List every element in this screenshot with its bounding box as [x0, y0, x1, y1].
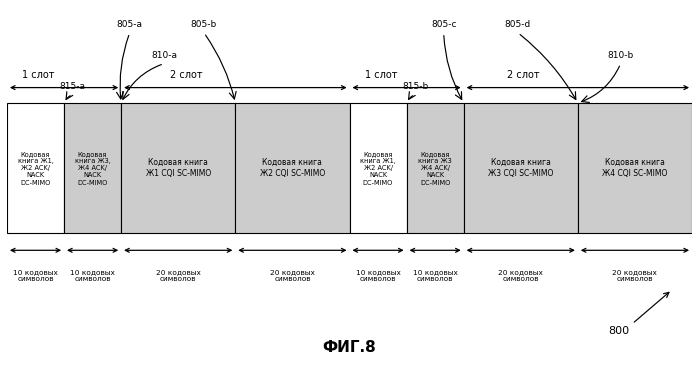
Bar — [121, 103, 236, 233]
Text: 805-c: 805-c — [431, 20, 456, 29]
Text: 10 кодовых
символов: 10 кодовых символов — [13, 269, 58, 282]
FancyArrowPatch shape — [117, 35, 129, 99]
Text: Кодовая
книга Ж3
Ж4 ACK/
NACK
DC-MIMO: Кодовая книга Ж3 Ж4 ACK/ NACK DC-MIMO — [418, 150, 452, 186]
Text: 10 кодовых
символов: 10 кодовых символов — [70, 269, 115, 282]
Text: Кодовая
книга Ж1,
Ж2 ACK/
NACK
DC-MIMO: Кодовая книга Ж1, Ж2 ACK/ NACK DC-MIMO — [17, 150, 53, 186]
Bar — [407, 103, 463, 233]
Bar — [7, 103, 64, 233]
Text: ФИГ.8: ФИГ.8 — [323, 340, 376, 355]
Bar — [463, 103, 578, 233]
FancyArrowPatch shape — [409, 92, 415, 99]
Text: 1 слот: 1 слот — [365, 70, 397, 80]
Text: 805-d: 805-d — [505, 20, 531, 29]
Bar — [236, 103, 350, 233]
Bar — [350, 103, 407, 233]
Bar — [578, 103, 692, 233]
Text: 20 кодовых
символов: 20 кодовых символов — [612, 269, 657, 282]
Text: 800: 800 — [608, 326, 629, 336]
Text: Кодовая книга
Ж4 CQI SC-MIMO: Кодовая книга Ж4 CQI SC-MIMO — [603, 158, 668, 178]
Text: 810-b: 810-b — [607, 51, 634, 60]
Text: 805-a: 805-a — [117, 20, 143, 29]
Text: Кодовая
книга Ж1,
Ж2 ACK/
NACK
DC-MIMO: Кодовая книга Ж1, Ж2 ACK/ NACK DC-MIMO — [360, 150, 396, 186]
FancyArrowPatch shape — [582, 66, 619, 102]
Text: Кодовая книга
Ж1 CQI SC-MIMO: Кодовая книга Ж1 CQI SC-MIMO — [145, 158, 211, 178]
Text: 815-a: 815-a — [59, 82, 86, 91]
Bar — [64, 103, 121, 233]
Text: 805-b: 805-b — [191, 20, 217, 29]
Text: 20 кодовых
символов: 20 кодовых символов — [270, 269, 315, 282]
Text: 10 кодовых
символов: 10 кодовых символов — [412, 269, 458, 282]
FancyArrowPatch shape — [520, 34, 576, 99]
FancyArrowPatch shape — [206, 35, 236, 99]
Text: 2 слот: 2 слот — [171, 70, 203, 80]
Text: 815-b: 815-b — [402, 82, 428, 91]
Text: 20 кодовых
символов: 20 кодовых символов — [498, 269, 543, 282]
Text: Кодовая книга
Ж3 CQI SC-MIMO: Кодовая книга Ж3 CQI SC-MIMO — [488, 158, 554, 178]
Text: Кодовая
книга Ж3,
Ж4 ACK/
NACK
DC-MIMO: Кодовая книга Ж3, Ж4 ACK/ NACK DC-MIMO — [75, 150, 110, 186]
Text: 2 слот: 2 слот — [507, 70, 540, 80]
Text: 20 кодовых
символов: 20 кодовых символов — [156, 269, 201, 282]
FancyArrowPatch shape — [444, 36, 462, 99]
Text: 10 кодовых
символов: 10 кодовых символов — [356, 269, 401, 282]
FancyArrowPatch shape — [66, 92, 73, 99]
Text: 810-a: 810-a — [151, 51, 177, 60]
FancyArrowPatch shape — [123, 65, 161, 99]
Text: 1 слот: 1 слот — [22, 70, 55, 80]
Text: Кодовая книга
Ж2 CQI SC-MIMO: Кодовая книга Ж2 CQI SC-MIMO — [260, 158, 325, 178]
